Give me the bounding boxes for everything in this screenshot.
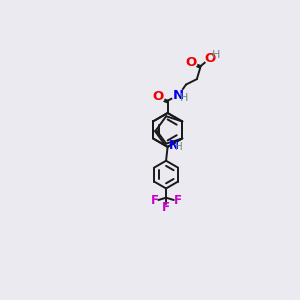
Text: H: H (212, 50, 220, 60)
Text: F: F (162, 201, 170, 214)
Text: F: F (151, 194, 158, 206)
Text: O: O (185, 56, 196, 69)
Text: N: N (173, 89, 184, 102)
Text: O: O (152, 90, 163, 103)
Text: O: O (204, 52, 216, 65)
Text: N: N (169, 139, 179, 152)
Text: F: F (174, 194, 182, 206)
Text: H: H (180, 93, 189, 103)
Text: H: H (175, 142, 183, 152)
